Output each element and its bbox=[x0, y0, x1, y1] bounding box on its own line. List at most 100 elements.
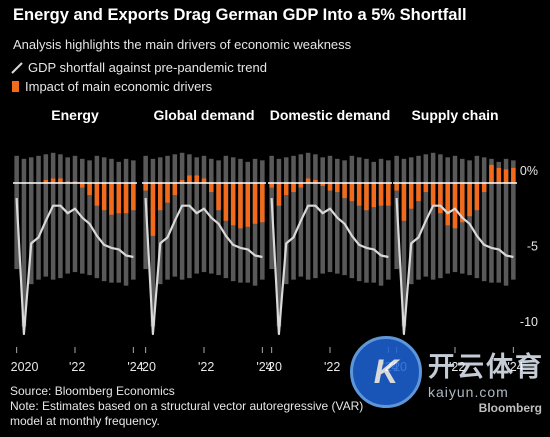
driver-bar bbox=[298, 183, 304, 188]
bar-swatch-icon bbox=[12, 81, 19, 92]
y-tick-label: -10 bbox=[520, 315, 538, 329]
context-bar bbox=[21, 158, 27, 327]
panel-title: Supply chain bbox=[411, 107, 498, 123]
line-swatch-icon bbox=[11, 61, 23, 74]
driver-bar bbox=[209, 183, 214, 193]
driver-bar bbox=[496, 167, 502, 183]
driver-bar bbox=[80, 183, 85, 188]
watermark-en-text: kaiyun.com bbox=[428, 383, 509, 400]
driver-bar bbox=[401, 183, 407, 221]
driver-bar bbox=[50, 178, 56, 183]
context-bar bbox=[109, 158, 114, 283]
driver-bar bbox=[58, 178, 63, 183]
context-bar bbox=[65, 157, 70, 274]
driver-bar bbox=[187, 175, 192, 183]
driver-bar bbox=[194, 175, 199, 183]
driver-bar bbox=[349, 183, 355, 202]
legend-bar-label: Impact of main economic drivers bbox=[25, 79, 213, 94]
context-bar bbox=[327, 155, 333, 273]
context-bar bbox=[116, 161, 122, 283]
driver-bar bbox=[452, 183, 458, 229]
chart-subtitle: Analysis highlights the main drivers of … bbox=[13, 37, 352, 52]
driver-bar bbox=[216, 183, 221, 211]
driver-bar bbox=[101, 183, 107, 211]
context-bar bbox=[131, 160, 136, 280]
x-tick-label: '22 bbox=[449, 360, 465, 374]
brand-label: Bloomberg bbox=[478, 401, 542, 415]
driver-bar bbox=[335, 183, 340, 193]
context-bar bbox=[201, 155, 207, 273]
watermark-logo: K 开云体育 kaiyun.com bbox=[350, 336, 544, 408]
driver-bar bbox=[327, 183, 333, 191]
driver-bar bbox=[131, 183, 136, 211]
context-bar bbox=[349, 155, 355, 279]
context-bar bbox=[165, 155, 170, 280]
driver-bar bbox=[172, 183, 178, 196]
driver-bar bbox=[260, 183, 265, 223]
context-bar bbox=[72, 155, 78, 273]
driver-bar bbox=[356, 183, 362, 206]
driver-bar bbox=[157, 183, 163, 211]
driver-bar bbox=[269, 183, 274, 188]
chart-title: Energy and Exports Drag German GDP Into … bbox=[13, 6, 467, 24]
driver-bar bbox=[386, 183, 391, 206]
driver-bar bbox=[238, 183, 243, 229]
driver-bar bbox=[489, 164, 494, 183]
context-bar bbox=[283, 157, 289, 285]
context-bar bbox=[298, 154, 304, 277]
context-bar bbox=[157, 157, 163, 285]
x-tick-label: '24 bbox=[256, 360, 272, 374]
context-bar bbox=[179, 152, 185, 280]
x-tick-label: '20 bbox=[140, 360, 156, 374]
context-bar bbox=[489, 158, 494, 283]
driver-bar bbox=[503, 169, 509, 183]
gdp-shortfall-line bbox=[144, 198, 263, 336]
context-bar bbox=[342, 160, 347, 276]
driver-bar bbox=[94, 183, 100, 206]
driver-bar bbox=[394, 183, 399, 191]
x-tick-label: '22 bbox=[69, 360, 85, 374]
context-bar bbox=[150, 158, 156, 327]
context-bar bbox=[36, 155, 41, 280]
legend-line-entry: GDP shortfall against pre-pandemic trend bbox=[10, 60, 267, 75]
driver-bar bbox=[430, 183, 436, 206]
driver-bar bbox=[109, 183, 114, 215]
panel-title: Global demand bbox=[153, 107, 254, 123]
panel-title: Energy bbox=[51, 107, 99, 123]
context-bar bbox=[371, 161, 377, 283]
gdp-shortfall-line bbox=[15, 198, 134, 336]
driver-bar bbox=[378, 183, 384, 206]
x-tick-label: '22 bbox=[324, 360, 340, 374]
context-bar bbox=[187, 154, 192, 279]
source-note: Source: Bloomberg Economics Note: Estima… bbox=[10, 384, 363, 429]
context-bar bbox=[401, 158, 407, 327]
driver-bar bbox=[245, 183, 251, 227]
gdp-shortfall-line bbox=[270, 198, 389, 336]
driver-bar bbox=[320, 183, 325, 187]
context-bar bbox=[408, 157, 414, 285]
driver-bar bbox=[408, 183, 414, 209]
driver-bar bbox=[364, 183, 369, 211]
driver-bar bbox=[305, 178, 311, 183]
legend-line-label: GDP shortfall against pre-pandemic trend bbox=[28, 60, 267, 75]
driver-bar bbox=[223, 183, 229, 221]
context-bar bbox=[356, 157, 362, 282]
driver-bar bbox=[252, 183, 258, 224]
gdp-shortfall-line bbox=[395, 198, 514, 336]
source-line: Source: Bloomberg Economics bbox=[10, 384, 175, 398]
driver-bar bbox=[201, 178, 207, 183]
context-bar bbox=[43, 154, 49, 277]
context-bar bbox=[423, 154, 429, 277]
context-bar bbox=[94, 155, 100, 279]
driver-bar bbox=[291, 183, 296, 193]
context-bar bbox=[320, 157, 325, 274]
driver-bar bbox=[116, 183, 122, 214]
context-bar bbox=[511, 160, 516, 280]
driver-bar bbox=[423, 183, 429, 193]
driver-bar bbox=[179, 179, 185, 183]
y-tick-label: 0% bbox=[520, 164, 538, 178]
driver-bar bbox=[438, 183, 443, 214]
context-bar bbox=[50, 152, 56, 280]
driver-bar bbox=[474, 183, 480, 211]
